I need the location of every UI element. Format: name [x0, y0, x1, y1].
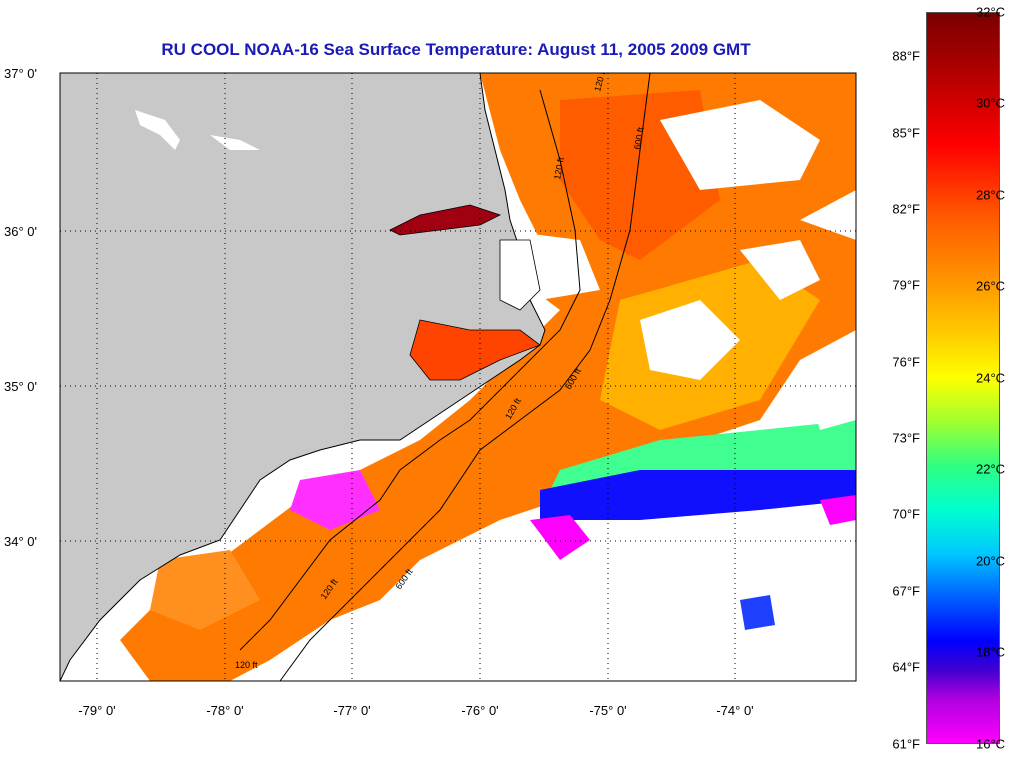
fahrenheit-tick-70: 70°F — [892, 506, 920, 522]
lon-label-76: -76° 0' — [461, 703, 499, 718]
fahrenheit-tick-61: 61°F — [892, 736, 920, 752]
fahrenheit-tick-64: 64°F — [892, 659, 920, 675]
fahrenheit-tick-76: 76°F — [892, 354, 920, 370]
celsius-tick-18: 18°C — [976, 644, 1006, 660]
lat-label-34: 34° 0' — [4, 534, 37, 549]
fahrenheit-tick-67: 67°F — [892, 583, 920, 599]
lon-label-75: -75° 0' — [589, 703, 627, 718]
cold-patch-1 — [530, 515, 590, 560]
cloud-gap-1 — [660, 100, 820, 190]
contour-label-2: 600 ft — [632, 126, 646, 150]
contour-600ft — [279, 73, 651, 681]
cloud-gap-2 — [640, 300, 740, 380]
pamlico-sound — [409, 319, 541, 381]
lake-2 — [210, 135, 260, 150]
celsius-tick-16: 16°C — [976, 736, 1006, 752]
fahrenheit-tick-73: 73°F — [892, 430, 920, 446]
albemarle-sound — [389, 204, 502, 236]
contour-label-8: 120 ft — [235, 660, 258, 670]
celsius-tick-28: 28°C — [976, 187, 1006, 203]
temperature-colorbar — [926, 12, 1000, 744]
lat-label-36: 36° 0' — [4, 224, 37, 239]
lat-label-37: 37° 0' — [4, 66, 37, 81]
celsius-tick-24: 24°C — [976, 370, 1006, 386]
lake-1 — [135, 110, 180, 150]
inland-water-1 — [499, 239, 541, 311]
cool-band — [540, 470, 856, 520]
fahrenheit-tick-79: 79°F — [892, 277, 920, 293]
cold-patch-2 — [740, 595, 775, 630]
contour-120ft — [239, 89, 581, 651]
contour-label-3: 120 ft — [552, 156, 566, 180]
sst-map: 120 ft 600 ft 120 ft 600 ft 120 ft 600 f… — [59, 72, 857, 682]
fahrenheit-tick-85: 85°F — [892, 125, 920, 141]
lon-label-74: -74° 0' — [716, 703, 754, 718]
map-title: RU COOL NOAA-16 Sea Surface Temperature:… — [161, 40, 751, 59]
cold-patch-5 — [820, 495, 856, 525]
lon-label-78: -78° 0' — [206, 703, 244, 718]
lon-label-79: -79° 0' — [78, 703, 116, 718]
cloud-gap-3 — [740, 240, 820, 300]
lon-label-77: -77° 0' — [333, 703, 371, 718]
celsius-tick-20: 20°C — [976, 553, 1006, 569]
cloud-gap-5 — [800, 340, 856, 430]
cold-patch-3 — [290, 470, 380, 530]
celsius-tick-32: 32°C — [976, 4, 1006, 20]
celsius-tick-22: 22°C — [976, 461, 1006, 477]
fahrenheit-tick-88: 88°F — [892, 48, 920, 64]
celsius-tick-30: 30°C — [976, 95, 1006, 111]
celsius-tick-26: 26°C — [976, 278, 1006, 294]
fahrenheit-tick-82: 82°F — [892, 201, 920, 217]
cool-patch-4 — [150, 550, 260, 630]
lat-label-35: 35° 0' — [4, 379, 37, 394]
